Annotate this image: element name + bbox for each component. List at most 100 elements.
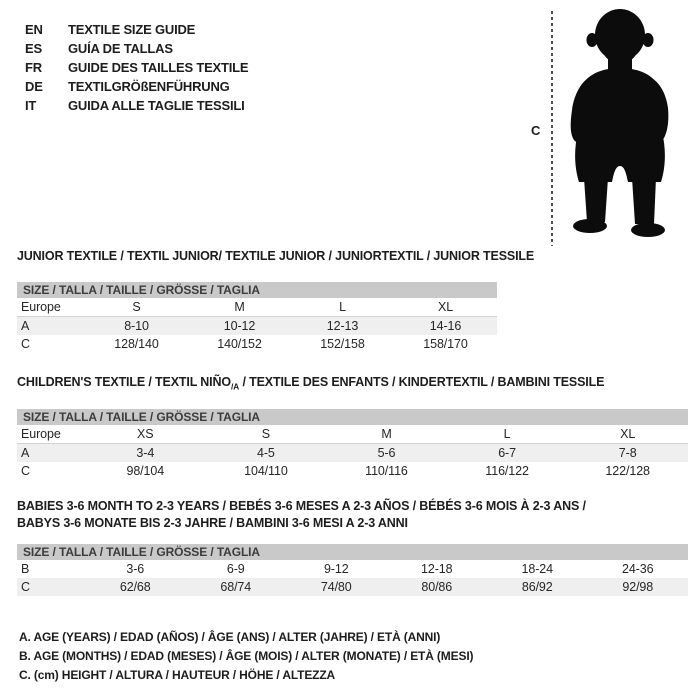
row-label: C (21, 337, 30, 351)
language-row-de: DE TEXTILGRÖßENFÜHRUNG (25, 77, 248, 96)
language-title: TEXTILGRÖßENFÜHRUNG (68, 79, 230, 94)
row-label: A (21, 445, 30, 460)
table-cell: 122/128 (605, 463, 650, 478)
table-cell: 140/152 (217, 337, 262, 351)
footnote: A. AGE (YEARS) / EDAD (AÑOS) / ÂGE (ANS)… (19, 630, 441, 644)
table-cell: XL (620, 426, 636, 441)
language-code: IT (25, 98, 37, 113)
row-label: C (21, 463, 30, 478)
table-cell: 86/92 (521, 580, 553, 594)
table-cell: 104/110 (244, 463, 288, 478)
section-title: JUNIOR TEXTILE / TEXTIL JUNIOR/ TEXTILE … (17, 248, 534, 265)
table-cell: XS (137, 426, 154, 441)
table-cell: 158/170 (423, 337, 468, 351)
language-title: GUÍA DE TALLAS (68, 41, 173, 56)
table-cell: 6-9 (226, 562, 245, 576)
table-row-c: C 98/104 104/110 110/116 116/122 122/128 (17, 462, 688, 480)
row-label: Europe (21, 300, 61, 314)
table-cell: 6-7 (498, 445, 516, 460)
table-row-b: B 3-6 6-9 9-12 12-18 18-24 24-36 (17, 560, 688, 578)
section-title-text: JUNIOR TEXTILE / TEXTIL JUNIOR/ TEXTILE … (17, 249, 535, 263)
table-cell: 8-10 (124, 319, 149, 333)
row-label: B (21, 562, 30, 576)
size-header-bar: SIZE / TALLA / TAILLE / GRÖSSE / TAGLIA (17, 544, 688, 560)
table-cell: 9-12 (323, 562, 349, 576)
section-title-text: CHILDREN'S TEXTILE / TEXTIL NIÑO (17, 375, 231, 389)
table-cell: 80/86 (421, 580, 453, 594)
toddler-silhouette-icon (570, 9, 669, 237)
table-cell: 3-6 (126, 562, 145, 576)
table-cell: M (381, 426, 392, 441)
section-title-line: BABYS 3-6 MONATE BIS 2-3 JAHRE / BAMBINI… (17, 515, 688, 532)
section-title-text: BABIES 3-6 MONTH TO 2-3 YEARS / BEBÉS 3-… (17, 499, 586, 513)
table-cell: 3-4 (136, 445, 155, 460)
table-cell: 74/80 (320, 580, 352, 594)
size-section-1: JUNIOR TEXTILE / TEXTIL JUNIOR/ TEXTILE … (17, 248, 534, 353)
language-title: TEXTILE SIZE GUIDE (68, 22, 196, 37)
table-cell: 14-16 (429, 319, 462, 333)
table-cell: 128/140 (114, 337, 159, 351)
table-cell: 10-12 (223, 319, 256, 333)
size-header-bar: SIZE / TALLA / TAILLE / GRÖSSE / TAGLIA (17, 282, 497, 298)
section-title-line: JUNIOR TEXTILE / TEXTIL JUNIOR/ TEXTILE … (17, 248, 534, 265)
table-cell: 110/116 (365, 463, 408, 478)
table-row-europe: Europe S M L XL (17, 298, 497, 317)
language-row-it: IT GUIDA ALLE TAGLIE TESSILI (25, 96, 248, 115)
language-row-fr: FR GUIDE DES TAILLES TEXTILE (25, 58, 249, 77)
language-code: DE (25, 79, 43, 94)
footnote: C. (cm) HEIGHT / ALTURA / HAUTEUR / HÖHE… (19, 668, 336, 682)
size-header-bar: SIZE / TALLA / TAILLE / GRÖSSE / TAGLIA (17, 408, 688, 425)
table-row-europe: Europe XS S M L XL (17, 425, 688, 444)
table-cell: 12-13 (326, 319, 359, 333)
language-list: EN TEXTILE SIZE GUIDE ES GUÍA DE TALLAS FR GU… (25, 20, 249, 115)
table-cell: 12-18 (421, 562, 453, 576)
language-row-en: EN TEXTILE SIZE GUIDE (25, 20, 248, 39)
table-cell: 98/104 (126, 463, 165, 478)
row-label: A (21, 319, 30, 333)
table-cell: 68/74 (220, 580, 252, 594)
table-row-a: A 8-10 10-12 12-13 14-16 (17, 317, 497, 335)
section-title-text: BABYS 3-6 MONATE BIS 2-3 JAHRE / BAMBINI… (17, 516, 408, 530)
table-cell: XL (437, 300, 454, 314)
section-title-line: CHILDREN'S TEXTILE / TEXTIL NIÑO/A / TEX… (17, 374, 688, 396)
table-cell: 5-6 (377, 445, 396, 460)
section-title: CHILDREN'S TEXTILE / TEXTIL NIÑO/A / TEX… (17, 374, 688, 396)
language-title: GUIDE DES TAILLES TEXTILE (68, 60, 249, 75)
language-row-es: ES GUÍA DE TALLAS (25, 39, 248, 58)
table-cell: S (261, 426, 271, 441)
height-measure-line (551, 11, 553, 246)
table-cell: 152/158 (320, 337, 365, 351)
table-cell: 116/122 (485, 463, 529, 478)
section-title-text: / TEXTILE DES ENFANTS / KINDERTEXTIL / B… (239, 375, 605, 389)
table-cell: 18-24 (521, 562, 554, 576)
footnotes: A. AGE (YEARS) / EDAD (AÑOS) / ÂGE (ANS)… (19, 628, 474, 685)
size-table: SIZE / TALLA / TAILLE / GRÖSSE / TAGLIA E… (17, 408, 688, 480)
height-measure-label: C (531, 123, 541, 138)
size-section-3: BABIES 3-6 MONTH TO 2-3 YEARS / BEBÉS 3-… (17, 498, 688, 596)
table-cell: L (339, 300, 346, 314)
table-cell: 92/98 (622, 580, 654, 594)
size-section-2: CHILDREN'S TEXTILE / TEXTIL NIÑO/A / TEX… (17, 374, 688, 480)
table-row-c: C 62/68 68/74 74/80 80/86 86/92 92/98 (17, 578, 688, 596)
row-label: Europe (21, 426, 61, 441)
table-row-c: C 128/140 140/152 152/158 158/170 (17, 335, 497, 353)
size-table: SIZE / TALLA / TAILLE / GRÖSSE / TAGLIA B… (17, 544, 688, 596)
language-code: FR (25, 60, 42, 75)
language-code: ES (25, 41, 42, 56)
row-label: C (21, 580, 30, 594)
size-table: SIZE / TALLA / TAILLE / GRÖSSE / TAGLIA E… (17, 282, 497, 353)
table-cell: S (132, 300, 141, 314)
table-cell: 7-8 (618, 445, 637, 460)
footnote: B. AGE (MONTHS) / EDAD (MESES) / ÂGE (MO… (19, 649, 474, 663)
table-row-a: A 3-4 4-5 5-6 6-7 7-8 (17, 443, 688, 462)
table-cell: L (503, 426, 511, 441)
table-cell: 62/68 (119, 580, 151, 594)
section-title: BABIES 3-6 MONTH TO 2-3 YEARS / BEBÉS 3-… (17, 498, 688, 532)
language-code: EN (25, 22, 43, 37)
section-title-text: /A (230, 381, 240, 392)
section-title-line: BABIES 3-6 MONTH TO 2-3 YEARS / BEBÉS 3-… (17, 498, 688, 515)
table-cell: M (234, 300, 245, 314)
table-cell: 4-5 (257, 445, 275, 460)
language-title: GUIDA ALLE TAGLIE TESSILI (68, 98, 245, 113)
